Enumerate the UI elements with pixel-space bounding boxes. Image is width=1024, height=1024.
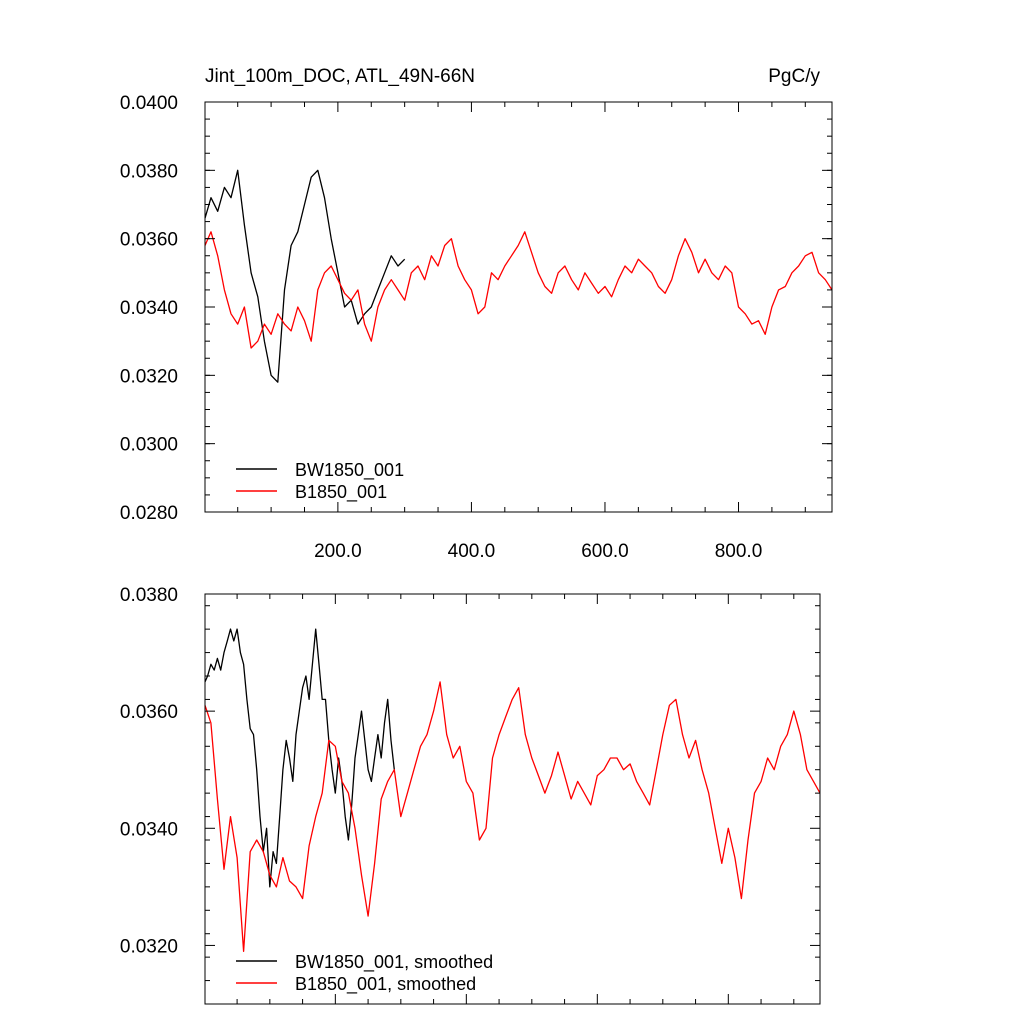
series-line-1	[204, 681, 821, 952]
timeseries-panel-raw: Jint_100m_DOC, ATL_49N-66N PgC/y 0.02800…	[120, 66, 833, 562]
x-tick-label: 600.0	[581, 541, 629, 562]
panel-title: Jint_100m_DOC, ATL_49N-66N	[205, 66, 475, 87]
series-line-1	[204, 231, 833, 349]
legend-label: B1850_001, smoothed	[295, 974, 476, 995]
y-tick-label: 0.0400	[120, 93, 178, 114]
x-tick-label: 800.0	[715, 541, 763, 562]
y-tick-label: 0.0320	[120, 936, 178, 957]
legend-label: B1850_001	[295, 482, 387, 503]
x-tick-label: 200.0	[314, 541, 362, 562]
legend: BW1850_001 B1850_001	[236, 460, 404, 503]
y-tick-label: 0.0360	[120, 230, 178, 251]
units-label: PgC/y	[768, 66, 820, 87]
tick-group: 0.0320 0.0340 0.0360 0.0380	[120, 585, 820, 1005]
y-tick-label: 0.0280	[120, 503, 178, 524]
y-tick-label: 0.0300	[120, 435, 178, 456]
y-tick-label: 0.0340	[120, 819, 178, 840]
x-tick-label: 400.0	[448, 541, 496, 562]
legend: BW1850_001, smoothed B1850_001, smoothed	[236, 952, 493, 995]
y-tick-label: 0.0340	[120, 298, 178, 319]
y-tick-label: 0.0380	[120, 161, 178, 182]
series-group	[204, 628, 821, 952]
series-line-0	[204, 169, 406, 383]
y-tick-label: 0.0380	[120, 585, 178, 606]
y-tick-label: 0.0320	[120, 366, 178, 387]
series-line-0	[204, 628, 395, 888]
timeseries-panel-smoothed: 0.0320 0.0340 0.0360 0.0380 BW1850_001, smo…	[120, 585, 821, 1005]
legend-label: BW1850_001, smoothed	[295, 952, 493, 973]
series-group	[204, 169, 833, 383]
plot-frame	[204, 593, 821, 1005]
y-tick-label: 0.0360	[120, 702, 178, 723]
legend-label: BW1850_001	[295, 460, 404, 481]
tick-group: 0.0280 0.0300 0.0320 0.0340 0.0360 0.0380 0.04…	[120, 93, 832, 562]
